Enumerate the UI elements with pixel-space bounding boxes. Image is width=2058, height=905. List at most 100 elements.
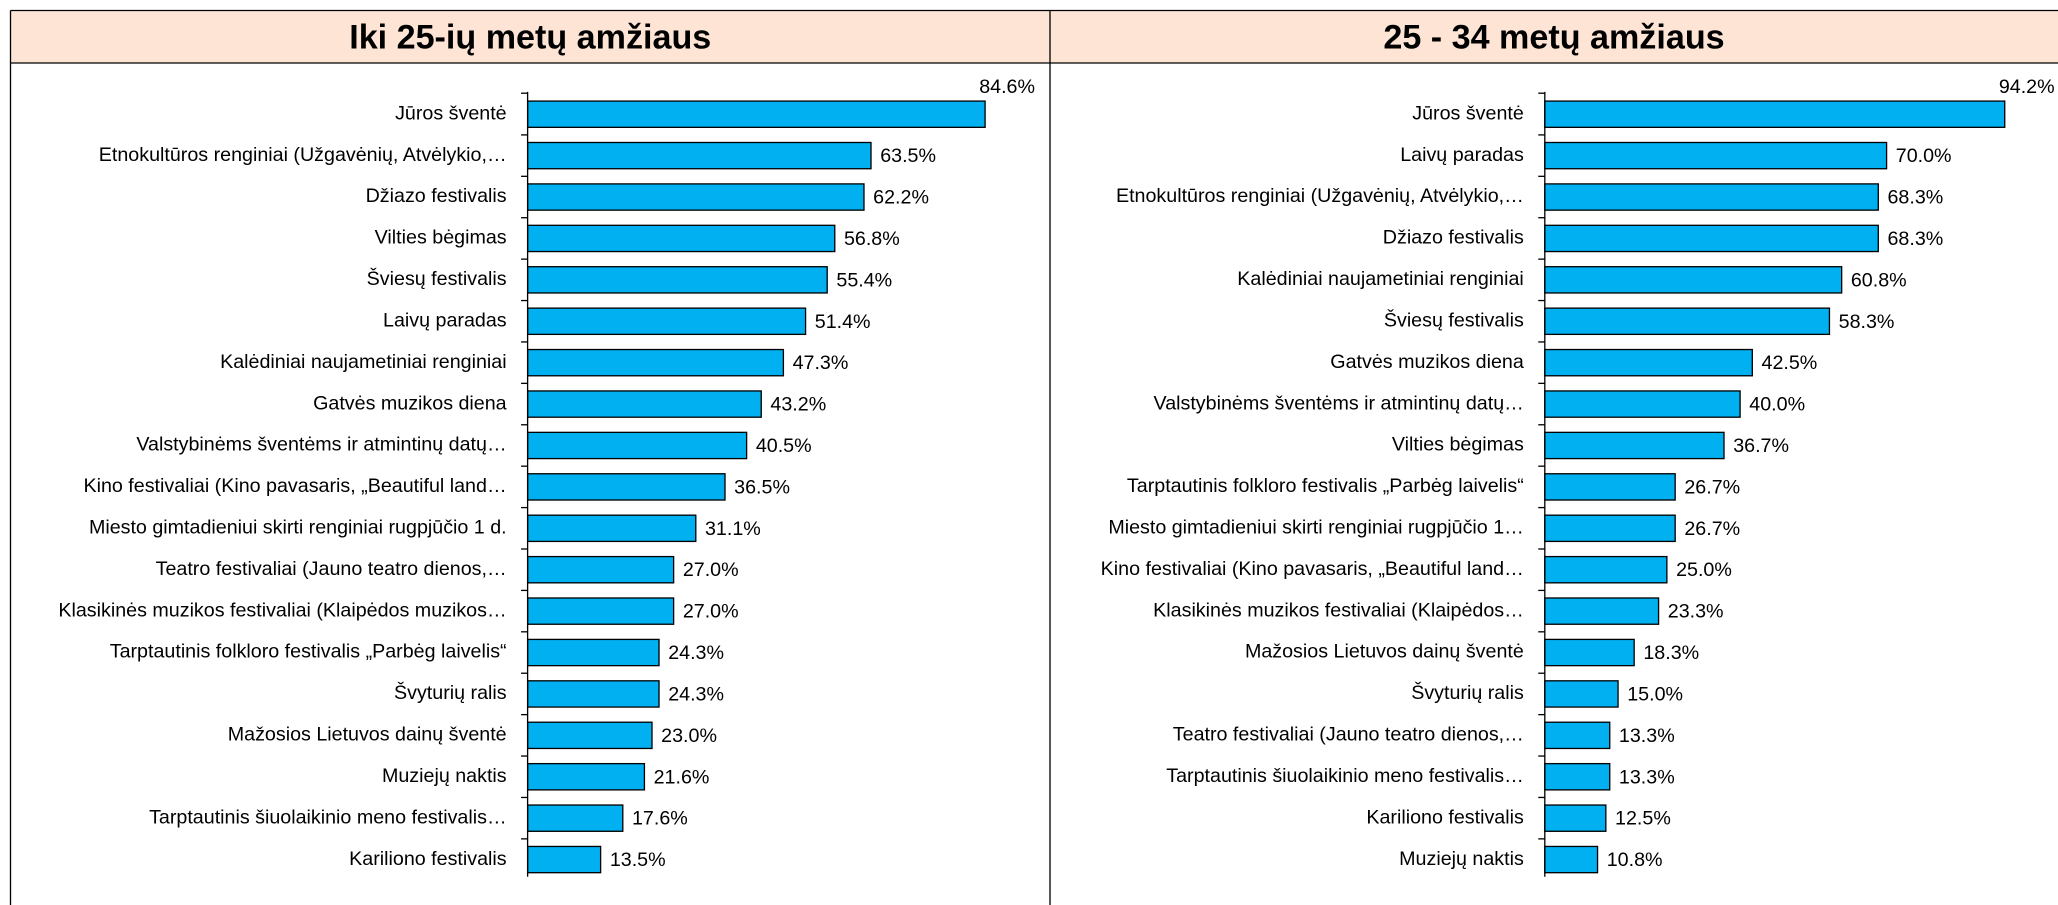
category-label: Gatvės muzikos diena xyxy=(1330,351,1524,373)
bar xyxy=(1544,597,1660,625)
header-band xyxy=(10,10,2058,64)
category-label: Mažosios Lietuvos dainų šventė xyxy=(1245,641,1524,663)
category-label: Etnokultūros renginiai (Užgavėnių, Atvėl… xyxy=(1116,185,1524,207)
category-label: Mažosios Lietuvos dainų šventė xyxy=(228,724,507,746)
bar xyxy=(526,804,624,832)
bar xyxy=(1544,390,1741,418)
value-label: 17.6% xyxy=(632,808,688,830)
bar xyxy=(526,762,646,791)
value-label: 10.8% xyxy=(1607,849,1663,871)
category-label: Vilties bėgimas xyxy=(375,227,507,249)
value-label: 15.0% xyxy=(1627,683,1683,705)
category-label: Kalėdiniai naujametiniai renginiai xyxy=(220,351,507,373)
value-label: 13.3% xyxy=(1619,725,1675,747)
bar xyxy=(1544,762,1611,791)
value-label: 60.8% xyxy=(1851,269,1907,291)
bar xyxy=(1544,845,1599,874)
chart-title: Iki 25-ių metų amžiaus xyxy=(349,18,711,56)
bar xyxy=(1544,514,1676,543)
value-label: 51.4% xyxy=(815,311,871,333)
bar xyxy=(1544,307,1831,336)
value-label: 23.3% xyxy=(1668,601,1724,623)
value-label: 62.2% xyxy=(873,187,929,209)
bar xyxy=(1544,266,1843,294)
value-label: 68.3% xyxy=(1887,187,1943,209)
value-label: 55.4% xyxy=(836,269,892,291)
value-label: 18.3% xyxy=(1643,642,1699,664)
bar xyxy=(1544,348,1753,377)
value-label: 31.1% xyxy=(705,518,761,540)
category-label: Klasikinės muzikos festivaliai (Klaipėdo… xyxy=(1153,599,1524,621)
value-label: 12.5% xyxy=(1615,808,1671,830)
category-label: Etnokultūros renginiai (Užgavėnių, Atvėl… xyxy=(99,144,507,166)
value-label: 56.8% xyxy=(844,228,900,250)
category-label: Teatro festivaliai (Jauno teatro dienos,… xyxy=(156,558,507,580)
category-label: Džiazo festivalis xyxy=(366,185,507,207)
category-label: Šviesų festivalis xyxy=(1384,308,1524,331)
category-label: Muziejų naktis xyxy=(382,765,507,787)
category-label: Valstybinėms šventėms ir atmintinų datų… xyxy=(136,434,506,456)
value-label: 36.7% xyxy=(1733,435,1789,457)
category-label: Švyturių ralis xyxy=(1411,681,1524,704)
bar xyxy=(526,141,872,170)
value-label: 26.7% xyxy=(1684,476,1740,498)
category-label: Džiazo festivalis xyxy=(1383,227,1524,249)
category-label: Kino festivaliai (Kino pavasaris, „Beaut… xyxy=(1101,558,1524,580)
bar xyxy=(526,390,762,418)
category-label: Kariliono festivalis xyxy=(349,848,507,870)
category-label: Tarptautinis šiuolaikinio meno festivali… xyxy=(1166,765,1524,787)
bar xyxy=(526,514,697,543)
bar xyxy=(526,638,660,667)
category-label: Tarptautinis folkloro festivalis „Parbėg… xyxy=(110,641,507,663)
value-label: 47.3% xyxy=(793,352,849,374)
value-label: 84.6% xyxy=(979,76,1035,98)
category-label: Muziejų naktis xyxy=(1399,848,1524,870)
category-label: Laivų paradas xyxy=(1400,144,1524,166)
bar xyxy=(526,473,726,501)
value-label: 94.2% xyxy=(1999,76,2055,98)
bar xyxy=(526,348,785,377)
bar xyxy=(1544,473,1676,501)
category-label: Tarptautinis folkloro festivalis „Parbėg… xyxy=(1127,475,1524,497)
bar xyxy=(526,845,602,874)
value-label: 21.6% xyxy=(654,766,710,788)
value-label: 24.3% xyxy=(668,683,724,705)
bar xyxy=(526,100,986,128)
bar xyxy=(1544,638,1635,667)
bar xyxy=(526,680,660,708)
bar xyxy=(1544,431,1725,460)
category-label: Kalėdiniai naujametiniai renginiai xyxy=(1237,268,1524,290)
bar xyxy=(526,597,675,625)
chart-title: 25 - 34 metų amžiaus xyxy=(1383,18,1724,56)
category-label: Klasikinės muzikos festivaliai (Klaipėdo… xyxy=(58,599,506,621)
bar xyxy=(1544,100,2006,128)
bar xyxy=(1544,804,1607,832)
bar xyxy=(1544,224,1879,253)
value-label: 70.0% xyxy=(1896,145,1952,167)
category-label: Gatvės muzikos diena xyxy=(313,392,507,414)
bar xyxy=(526,266,828,294)
category-label: Kariliono festivalis xyxy=(1366,806,1524,828)
bar xyxy=(526,307,807,336)
category-label: Šviesų festivalis xyxy=(367,267,507,290)
bar xyxy=(1544,183,1879,211)
bar xyxy=(1544,141,1888,170)
category-label: Miesto gimtadieniui skirti renginiai rug… xyxy=(1108,517,1523,539)
value-label: 13.5% xyxy=(610,849,666,871)
category-label: Jūros šventė xyxy=(395,102,507,124)
bar xyxy=(1544,555,1668,584)
value-label: 13.3% xyxy=(1619,766,1675,788)
bar xyxy=(1544,721,1611,750)
category-label: Kino festivaliai (Kino pavasaris, „Beaut… xyxy=(83,475,506,497)
value-label: 24.3% xyxy=(668,642,724,664)
category-label: Valstybinėms šventėms ir atmintinų datų… xyxy=(1154,392,1524,414)
value-label: 36.5% xyxy=(734,476,790,498)
value-label: 27.0% xyxy=(683,601,739,623)
category-label: Jūros šventė xyxy=(1412,102,1524,124)
category-label: Laivų paradas xyxy=(383,309,507,331)
category-label: Teatro festivaliai (Jauno teatro dienos,… xyxy=(1173,724,1524,746)
value-label: 27.0% xyxy=(683,559,739,581)
value-label: 23.0% xyxy=(661,725,717,747)
